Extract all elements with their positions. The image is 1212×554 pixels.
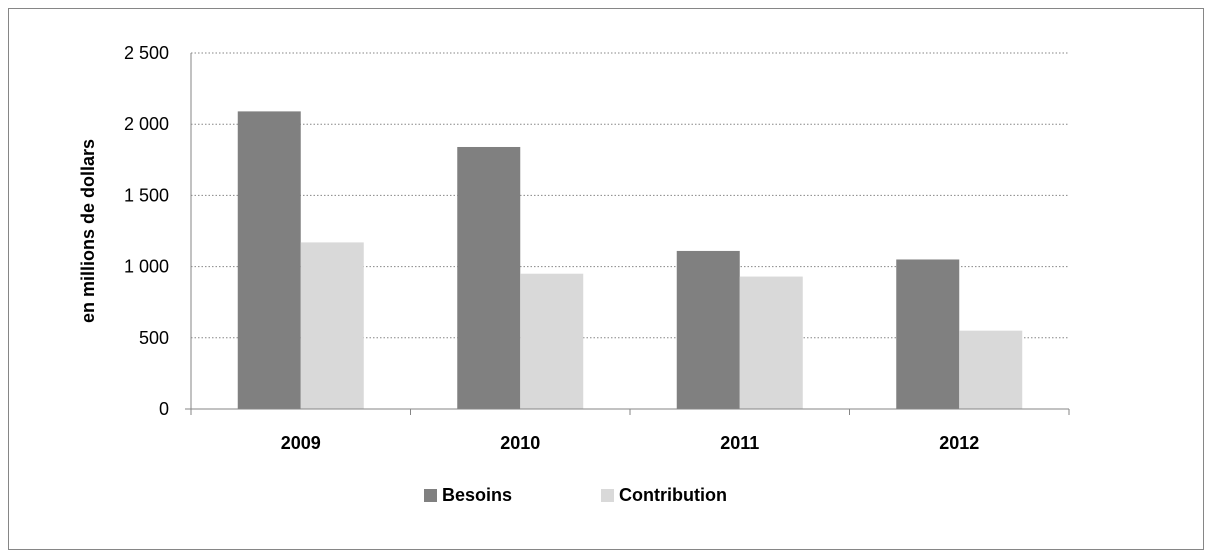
bar-besoins-2011 (676, 250, 740, 409)
bars (237, 111, 1023, 409)
y-tick-label: 2 500 (124, 43, 169, 63)
y-tick-label: 2 000 (124, 114, 169, 134)
x-tick-label: 2010 (500, 433, 540, 453)
y-tick-label: 0 (159, 399, 169, 419)
y-tick-label: 1 500 (124, 185, 169, 205)
bar-besoins-2010 (457, 146, 521, 409)
y-axis-title: en millions de dollars (78, 139, 98, 323)
y-tick-label: 1 000 (124, 257, 169, 277)
legend-swatch-contribution (601, 489, 614, 502)
x-axis-ticks: 2009 2010 2011 2012 (190, 409, 1070, 453)
x-tick-label: 2012 (939, 433, 979, 453)
chart-frame (8, 8, 1204, 550)
bar-contribution-2009 (300, 242, 364, 409)
bar-besoins-2009 (237, 111, 301, 409)
bar-besoins-2012 (896, 259, 960, 409)
bar-contribution-2010 (520, 273, 584, 409)
legend-swatch-besoins (424, 489, 437, 502)
x-tick-label: 2009 (281, 433, 321, 453)
legend-label-contribution: Contribution (619, 485, 727, 505)
y-axis-ticks: 0 500 1 000 1 500 2 000 2 500 (124, 43, 169, 419)
bar-contribution-2012 (959, 330, 1023, 409)
legend: Besoins Contribution (424, 485, 727, 505)
legend-label-besoins: Besoins (442, 485, 512, 505)
y-tick-label: 500 (139, 328, 169, 348)
bar-contribution-2011 (739, 276, 803, 409)
x-tick-label: 2011 (720, 433, 759, 453)
